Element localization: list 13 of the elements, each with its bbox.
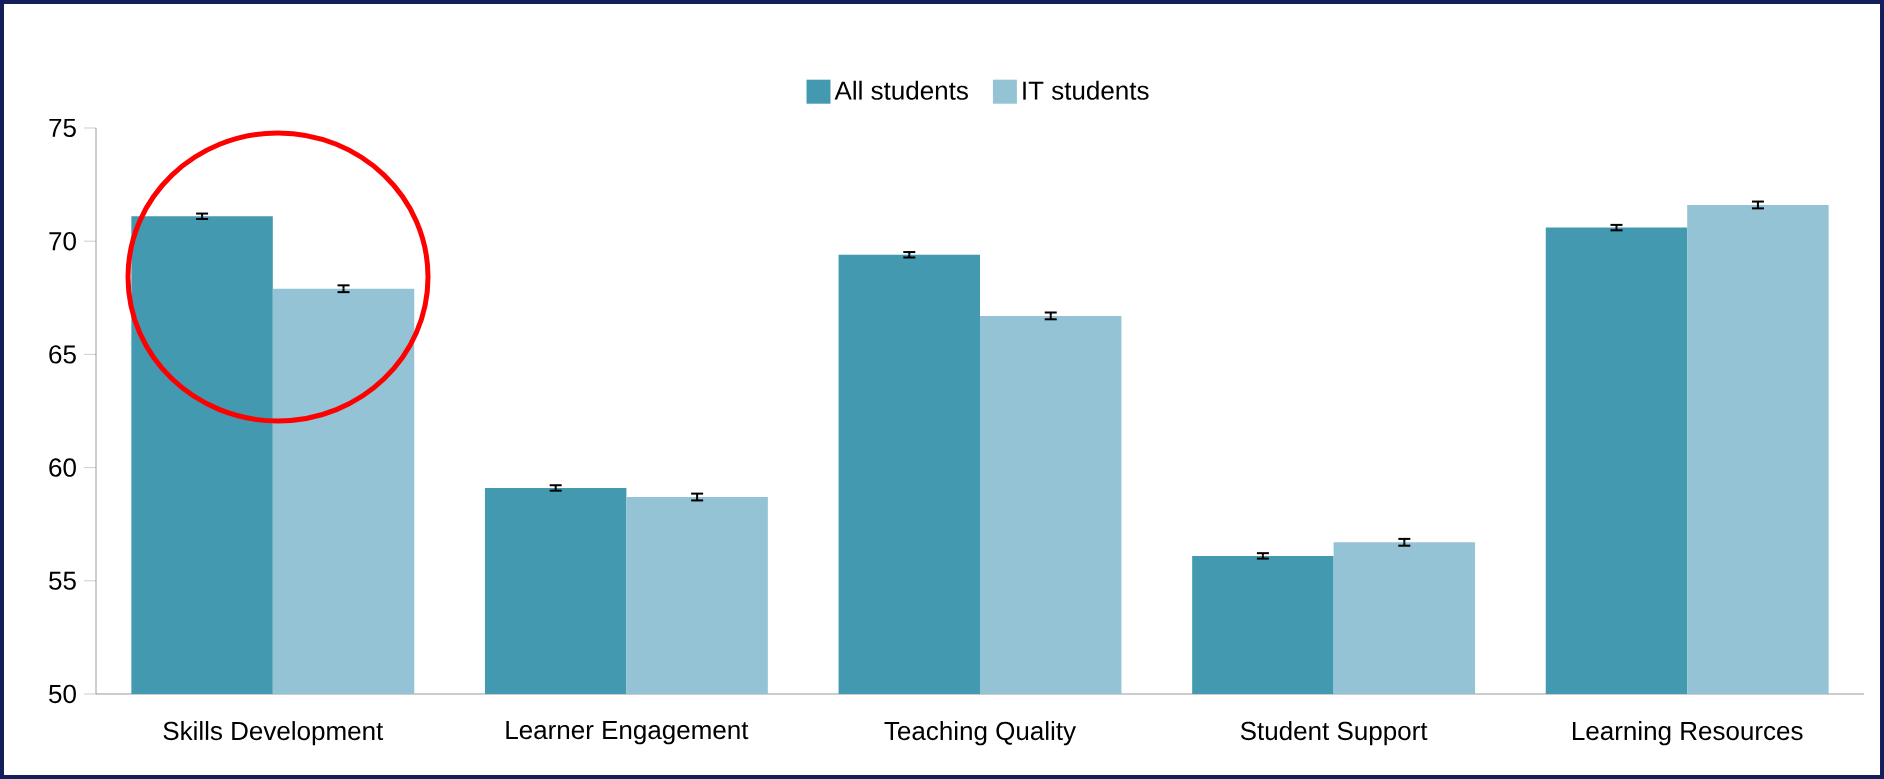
y-tick-label: 70	[49, 231, 76, 251]
legend-label: IT students	[1023, 80, 1149, 100]
y-tick-label: 50	[49, 684, 76, 704]
x-tick-label: Learning Resources	[1572, 721, 1803, 746]
x-tick-label: Skills Development	[163, 721, 384, 746]
y-tick-label: 75	[49, 118, 76, 138]
y-tick-label: 60	[49, 458, 76, 477]
x-tick-label: Learner Engagement	[506, 721, 749, 745]
x-tick-label: Teaching Quality	[884, 721, 1077, 746]
legend-label: All students	[834, 80, 968, 100]
y-tick-label: 55	[49, 571, 76, 590]
x-tick-label: Student Support	[1240, 721, 1428, 746]
y-tick-label: 65	[49, 345, 76, 364]
